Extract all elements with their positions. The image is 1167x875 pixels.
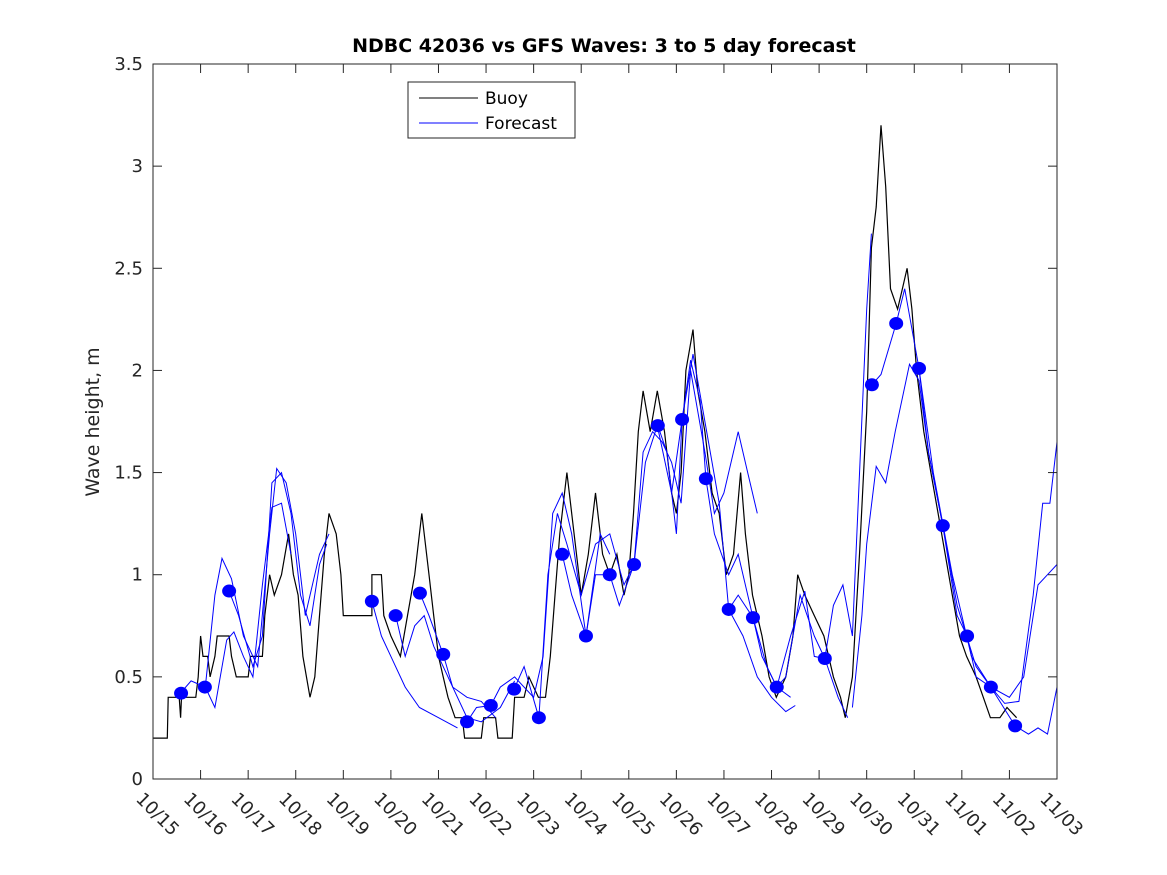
forecast-marker-point [960, 629, 975, 643]
forecast-marker-point [174, 686, 189, 700]
y-tick-label: 3 [132, 156, 143, 177]
y-tick-label: 2 [132, 360, 143, 381]
forecast-marker-point [412, 586, 427, 600]
forecast-marker-point [531, 711, 546, 725]
forecast-marker-point [483, 698, 498, 712]
chart-title: NDBC 42036 vs GFS Waves: 3 to 5 day fore… [352, 35, 856, 57]
y-axis-label: Wave height, m [82, 347, 104, 496]
forecast-marker-point [222, 584, 237, 598]
forecast-marker-point [817, 651, 832, 665]
y-tick-label: 3.5 [114, 54, 143, 75]
plot-area [152, 63, 1058, 780]
plot-content [153, 125, 1057, 739]
forecast-marker-point [745, 611, 760, 625]
forecast-trace-line [204, 502, 292, 710]
y-tick-label: 1.5 [114, 463, 143, 484]
forecast-trace-line [728, 609, 796, 713]
forecast-marker-point [197, 680, 212, 694]
forecast-marker-point [627, 558, 642, 571]
forecast-marker-point [1008, 719, 1023, 733]
forecast-marker-point [889, 316, 904, 330]
forecast-marker-point [769, 680, 784, 694]
forecast-marker-point [555, 547, 570, 561]
forecast-marker-point [460, 715, 475, 729]
forecast-marker-point [912, 361, 927, 375]
forecast-trace-line [176, 467, 330, 698]
y-tick-label: 2.5 [114, 258, 143, 279]
forecast-marker-point [578, 629, 593, 643]
axes-frame [152, 63, 1058, 780]
forecast-marker-point [935, 519, 950, 533]
forecast-marker-point [721, 602, 736, 616]
forecast-marker-point [602, 568, 617, 582]
forecast-marker-point [650, 419, 665, 433]
legend: Buoy Forecast [407, 81, 576, 139]
forecast-marker-point [864, 378, 879, 392]
forecast-trace-line [776, 590, 849, 718]
forecast-trace-line [513, 370, 758, 718]
forecast-trace-line [657, 360, 826, 688]
y-tick-label: 0 [132, 769, 143, 790]
forecast-trace-line [824, 233, 872, 659]
forecast-trace-line [371, 601, 458, 729]
legend-label-buoy: Buoy [485, 89, 528, 109]
y-axis: 0 0.5 1 1.5 2 2.5 3 3.5 [114, 54, 1057, 790]
forecast-marker-point [436, 647, 451, 661]
forecast-marker-point [675, 412, 690, 426]
buoy-series-line [153, 125, 1018, 739]
y-tick-label: 0.5 [114, 667, 143, 688]
forecast-trace-line [419, 592, 516, 723]
forecast-marker-point [698, 472, 713, 486]
legend-label-forecast: Forecast [485, 114, 557, 134]
y-tick-label: 1 [132, 565, 143, 586]
forecast-trace-line [228, 471, 328, 669]
forecast-trace-line [851, 362, 1057, 708]
forecast-marker-point [388, 609, 403, 623]
forecast-marker-point [364, 594, 379, 608]
forecast-marker-point [507, 682, 522, 696]
legend-box [407, 81, 576, 139]
forecast-marker-point [983, 680, 998, 694]
